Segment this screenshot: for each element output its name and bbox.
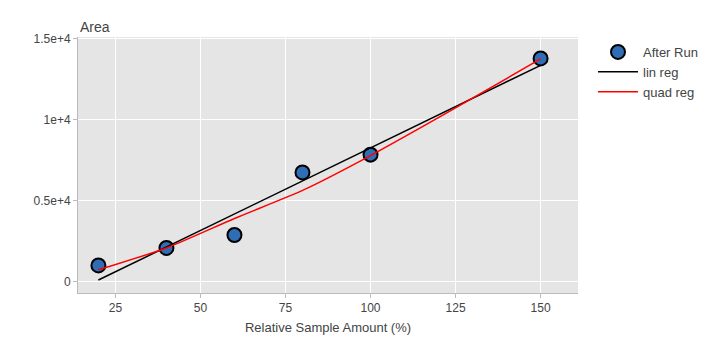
svg-text:50: 50 bbox=[194, 301, 208, 315]
svg-text:75: 75 bbox=[279, 301, 293, 315]
svg-text:Area: Area bbox=[80, 19, 110, 35]
svg-text:25: 25 bbox=[109, 301, 123, 315]
svg-text:After Run: After Run bbox=[643, 45, 698, 60]
svg-text:Relative Sample Amount (%): Relative Sample Amount (%) bbox=[245, 320, 411, 335]
svg-text:1e+4: 1e+4 bbox=[44, 113, 71, 127]
svg-text:1.5e+4: 1.5e+4 bbox=[34, 32, 71, 46]
svg-text:0: 0 bbox=[64, 275, 71, 289]
svg-text:125: 125 bbox=[446, 301, 466, 315]
svg-text:quad reg: quad reg bbox=[643, 85, 694, 100]
svg-text:100: 100 bbox=[361, 301, 381, 315]
svg-text:150: 150 bbox=[531, 301, 551, 315]
svg-text:0.5e+4: 0.5e+4 bbox=[34, 194, 71, 208]
svg-text:lin reg: lin reg bbox=[643, 65, 678, 80]
